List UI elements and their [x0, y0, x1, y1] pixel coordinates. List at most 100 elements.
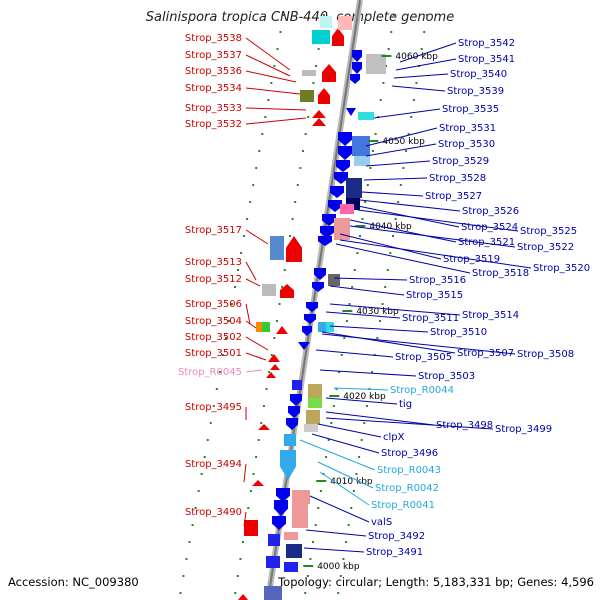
- gene-arrow-reverse: [312, 282, 324, 292]
- gene-label: Strop_3520: [533, 263, 590, 274]
- tick-dot: [365, 405, 368, 407]
- gene-triangle-forward: [312, 110, 326, 118]
- gene-block: [328, 274, 340, 286]
- leader-line: [317, 423, 382, 438]
- gene-label: Strop_R0043: [377, 465, 441, 476]
- leader-line: [325, 411, 435, 426]
- tick-dot: [307, 116, 310, 118]
- gene-block: [268, 534, 280, 546]
- gene-block: [256, 322, 262, 332]
- gene-arrow-reverse: [280, 450, 296, 480]
- tick-dot: [294, 201, 297, 203]
- tick-dot: [374, 133, 377, 135]
- tick-dot: [423, 31, 426, 33]
- gene-label: Strop_3538: [185, 33, 242, 44]
- tick-dot: [381, 303, 384, 305]
- leader-line: [299, 439, 376, 471]
- gene-block: [284, 562, 298, 572]
- leader-line: [315, 349, 394, 358]
- leader-line: [361, 191, 424, 197]
- gene-label: Strop_3502: [185, 332, 242, 343]
- leader-line: [245, 107, 307, 111]
- gene-label: Strop_3535: [442, 104, 499, 115]
- gene-label: Strop_3531: [439, 123, 496, 134]
- tick-dot: [309, 558, 312, 560]
- gene-label: Strop_3494: [185, 459, 242, 470]
- leader-line: [245, 229, 269, 245]
- tick-dot: [325, 456, 328, 458]
- ruler-label: 4010 kbp: [330, 477, 373, 487]
- gene-block: [264, 586, 282, 600]
- gene-label: Strop_R0042: [375, 483, 439, 494]
- leader-line: [359, 199, 461, 212]
- leader-line: [329, 285, 405, 296]
- ruler-label: 4030 kbp: [356, 307, 399, 317]
- tick-dot: [412, 99, 415, 101]
- tick-dot: [188, 541, 191, 543]
- tick-dot: [273, 337, 276, 339]
- ruler-label: 4040 kbp: [369, 222, 412, 232]
- leader-line: [325, 311, 401, 319]
- tick-dot: [299, 167, 302, 169]
- tick-dot: [304, 592, 307, 594]
- leader-line: [329, 303, 461, 316]
- tick-dot: [319, 490, 322, 492]
- tick-dot: [353, 269, 356, 271]
- gene-label: Strop_3496: [381, 448, 438, 459]
- leader-line: [391, 85, 446, 92]
- gene-block: [270, 236, 284, 260]
- gene-block: [366, 54, 386, 74]
- gene-arrow-forward: [286, 236, 302, 262]
- tick-dot: [242, 541, 245, 543]
- gene-triangle-forward: [312, 118, 326, 126]
- tick-dot: [288, 235, 291, 237]
- leader-line: [317, 461, 374, 489]
- tick-dot: [410, 116, 413, 118]
- tick-dot: [379, 99, 382, 101]
- tick-dot: [378, 320, 381, 322]
- ruler-label: 4020 kbp: [343, 392, 386, 402]
- tick-dot: [360, 439, 363, 441]
- tick-dot: [182, 575, 185, 577]
- leader-line: [363, 177, 428, 181]
- leader-line: [303, 547, 365, 553]
- leader-line: [373, 108, 441, 119]
- gene-label: Strop_3503: [418, 371, 475, 382]
- gene-block: [346, 178, 362, 198]
- gene-label: Strop_R0041: [371, 500, 435, 511]
- gene-arrow-reverse: [306, 302, 318, 312]
- gene-block: [326, 322, 334, 332]
- tick-dot: [236, 575, 239, 577]
- tick-dot: [194, 507, 197, 509]
- gene-label: Strop_3510: [430, 327, 487, 338]
- tick-dot: [255, 456, 258, 458]
- tick-dot: [315, 65, 318, 67]
- gene-label: tig: [399, 399, 412, 410]
- tick-dot: [351, 286, 354, 288]
- tick-dot: [399, 184, 402, 186]
- gene-label: Strop_3516: [409, 275, 466, 286]
- gene-label: Strop_3499: [495, 424, 552, 435]
- tick-dot: [390, 31, 393, 33]
- gene-label: Strop_3539: [447, 86, 504, 97]
- ruler-label: 4060 kbp: [395, 52, 438, 62]
- tick-dot: [335, 388, 338, 390]
- tick-dot: [291, 218, 294, 220]
- tick-dot: [387, 48, 390, 50]
- tick-dot: [270, 354, 273, 356]
- gene-label: Strop_3507: [457, 348, 514, 359]
- gene-label: Strop_3514: [462, 310, 519, 321]
- tick-dot: [345, 541, 348, 543]
- leader-line: [319, 369, 417, 377]
- tick-dot: [218, 371, 221, 373]
- tick-dot: [264, 116, 267, 118]
- gene-label: Strop_3513: [185, 257, 242, 268]
- gene-arrow-reverse: [274, 500, 288, 516]
- right-leaders: [299, 42, 532, 553]
- gene-arrow-forward: [332, 28, 344, 46]
- gene-label: Strop_3530: [438, 139, 495, 150]
- tick-dot: [415, 82, 418, 84]
- gene-arrow-reverse: [304, 314, 316, 324]
- gene-arrow-reverse: [302, 326, 312, 336]
